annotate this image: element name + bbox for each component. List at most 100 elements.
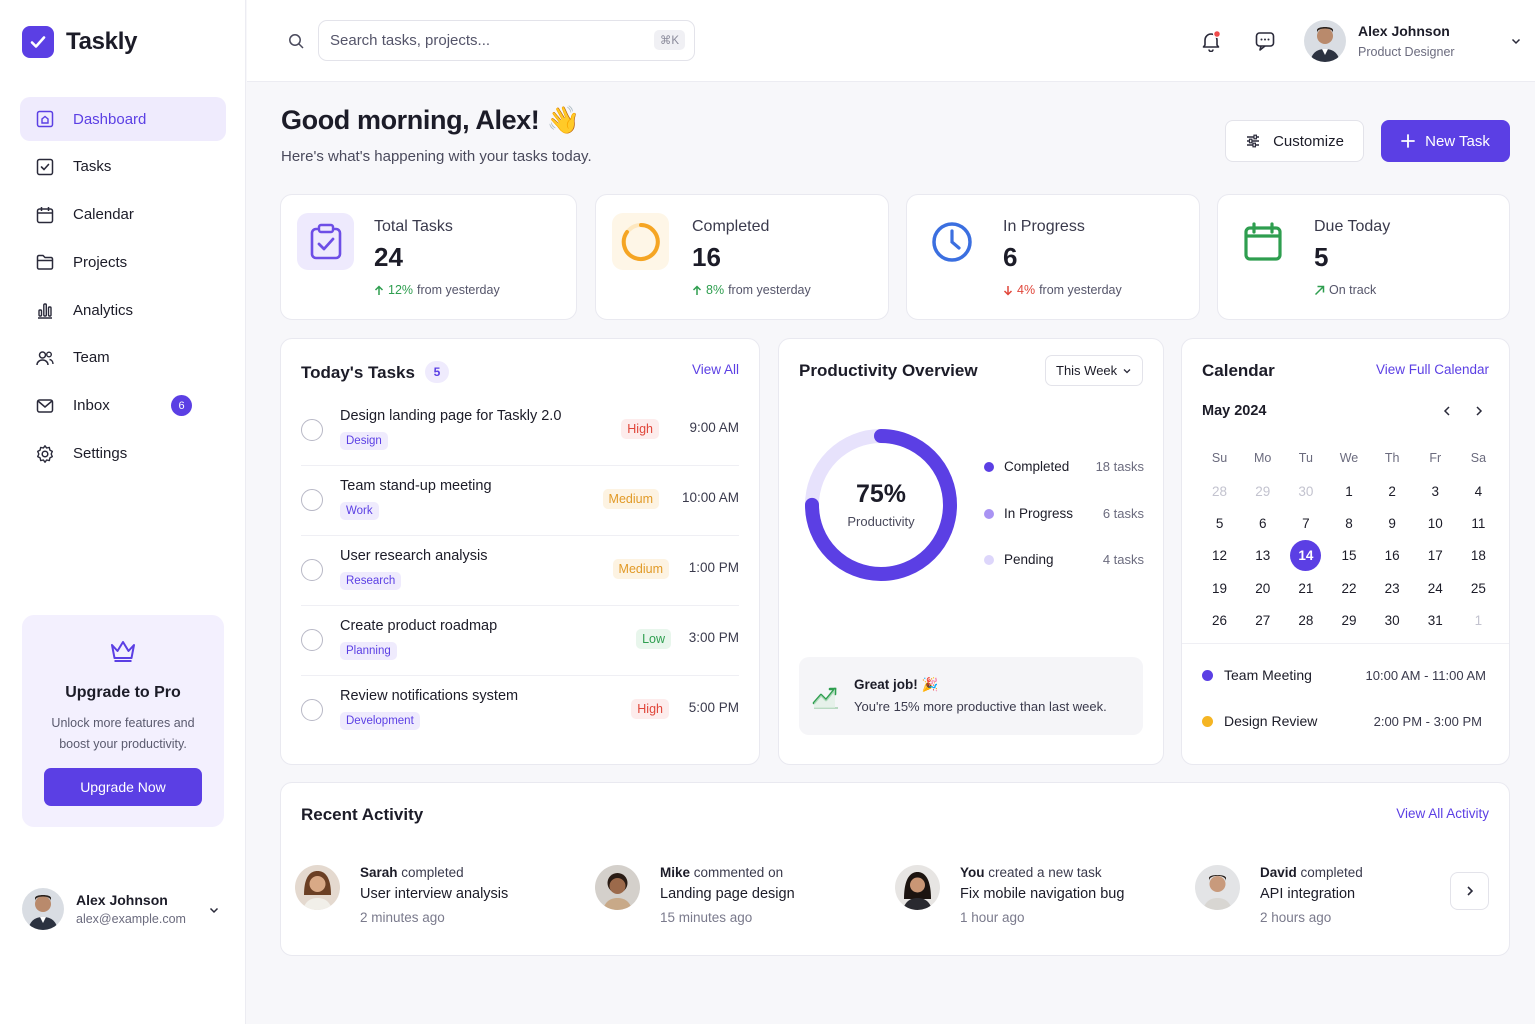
calendar-day[interactable]: 31 [1427,613,1443,629]
stat-value: 5 [1314,242,1329,272]
calendar-day[interactable]: 18 [1470,548,1486,564]
activity-item[interactable]: Sarah completed User interview analysis … [295,865,595,925]
legend-value: 4 tasks [1102,552,1144,567]
calendar-day[interactable]: 23 [1384,580,1400,596]
task-checkbox[interactable] [301,629,323,651]
sidebar-item-projects[interactable]: Projects [20,240,226,284]
task-row[interactable]: Review notifications system Development … [301,676,739,746]
calendar-icon [1234,213,1291,270]
top-user-role: Product Designer [1358,45,1455,59]
activity-next-button[interactable] [1450,872,1489,910]
calendar-day[interactable]: 29 [1255,483,1271,499]
priority-badge: Medium [612,559,669,579]
calendar-day[interactable]: 30 [1298,483,1314,499]
activity-time: 2 hours ago [1260,910,1332,925]
calendar-day[interactable]: 22 [1341,580,1357,596]
arrow-down-icon [1003,285,1013,296]
stat-card-in-progress: In Progress 6 4% from yesterday [906,194,1200,320]
sidebar-item-tasks[interactable]: Tasks [20,145,226,189]
calendar-day[interactable]: 1 [1345,483,1353,499]
sidebar-item-inbox[interactable]: Inbox 6 [20,384,226,428]
calendar-week: 26 27 28 29 30 31 1 [1198,605,1500,637]
weekday: Sa [1470,451,1487,465]
chevron-left-icon[interactable] [1440,404,1454,418]
calendar-day[interactable]: 28 [1212,483,1228,499]
sidebar-item-analytics[interactable]: Analytics [20,288,226,332]
calendar-day[interactable]: 1 [1474,613,1483,629]
notifications-button[interactable] [1200,29,1222,53]
top-user-menu[interactable]: Alex Johnson Product Designer [1304,20,1522,62]
stat-label: In Progress [1003,218,1085,235]
search-input[interactable]: Search tasks, projects... ⌘K [318,20,695,61]
calendar-day[interactable]: 5 [1215,516,1224,532]
chevron-right-icon[interactable] [1472,404,1486,418]
task-checkbox[interactable] [301,489,323,511]
calendar-day[interactable]: 26 [1212,613,1228,629]
view-all-activity-link[interactable]: View All Activity [1396,806,1489,821]
calendar-day[interactable]: 19 [1212,580,1228,596]
calendar-day[interactable]: 9 [1388,516,1396,532]
calendar-event[interactable]: Design Review 2:00 PM - 3:00 PM [1202,713,1486,729]
calendar-day[interactable]: 28 [1298,613,1314,629]
view-all-tasks-link[interactable]: View All [691,362,739,377]
task-checkbox[interactable] [301,559,323,581]
chevron-down-icon[interactable] [208,904,220,916]
task-row[interactable]: Team stand-up meeting Work Medium 10:00 … [301,466,739,536]
calendar-day[interactable]: 30 [1384,613,1400,629]
calendar-day[interactable]: 6 [1258,516,1267,532]
bell-icon [1202,29,1222,53]
calendar-day[interactable]: 15 [1341,548,1357,564]
calendar-day[interactable]: 8 [1345,516,1353,532]
calendar-day[interactable]: 24 [1427,580,1443,596]
activity-item[interactable]: You created a new task Fix mobile naviga… [895,865,1195,925]
activity-item[interactable]: David completed API integration 2 hours … [1195,865,1495,925]
calendar-week: 19 20 21 22 23 24 25 [1198,572,1500,604]
calendar-day-today[interactable]: 14 [1284,540,1327,572]
calendar-day[interactable]: 11 [1471,516,1486,532]
legend-item-completed: Completed 18 tasks [984,459,1144,474]
calendar-day[interactable]: 4 [1474,483,1483,499]
calendar-day[interactable]: 3 [1431,483,1440,499]
logo-check-icon [22,26,54,58]
task-row[interactable]: Create product roadmap Planning Low 3:00… [301,606,739,676]
new-task-label: New Task [1425,132,1490,150]
calendar-day[interactable]: 7 [1302,516,1310,532]
customize-button[interactable]: Customize [1225,120,1364,162]
folder-icon [36,255,54,271]
app-logo[interactable]: Taskly [22,26,137,58]
calendar-day[interactable]: 27 [1255,613,1271,629]
customize-label: Customize [1273,132,1344,150]
task-row[interactable]: User research analysis Research Medium 1… [301,536,739,606]
stat-trend: 12% from yesterday [374,283,500,297]
sidebar-item-settings[interactable]: Settings [20,432,226,476]
task-time: 3:00 PM [688,630,739,645]
calendar-day[interactable]: 21 [1298,580,1314,596]
calendar-day[interactable]: 29 [1341,613,1357,629]
sidebar-item-dashboard[interactable]: Dashboard [20,97,226,141]
period-select[interactable]: This Week [1045,355,1143,386]
calendar-day[interactable]: 20 [1255,580,1271,596]
calendar-day[interactable]: 17 [1427,548,1443,564]
chevron-down-icon[interactable] [1510,35,1522,47]
calendar-day[interactable]: 16 [1384,548,1400,564]
calendar-day[interactable]: 10 [1427,516,1443,532]
upgrade-now-button[interactable]: Upgrade Now [44,768,202,806]
todays-tasks-card: Today's Tasks 5 View All Design landing p… [280,338,760,765]
calendar-day[interactable]: 25 [1470,580,1486,596]
stat-trend: 8% from yesterday [692,283,811,297]
calendar-day[interactable]: 13 [1255,548,1271,564]
sidebar-item-calendar[interactable]: Calendar [20,193,226,237]
task-checkbox[interactable] [301,699,323,721]
activity-item[interactable]: Mike commented on Landing page design 15… [595,865,895,925]
new-task-button[interactable]: New Task [1381,120,1510,162]
calendar-day[interactable]: 2 [1388,483,1396,499]
sidebar-item-team[interactable]: Team [20,336,226,380]
messages-button[interactable] [1254,30,1276,52]
task-checkbox[interactable] [301,419,323,441]
task-row[interactable]: Design landing page for Taskly 2.0 Desig… [301,396,739,466]
sidebar-user[interactable]: Alex Johnson alex@example.com [22,888,226,930]
calendar-week: 28 29 30 1 2 3 4 [1198,475,1500,507]
calendar-event[interactable]: Team Meeting 10:00 AM - 11:00 AM [1202,667,1486,683]
calendar-day[interactable]: 12 [1212,548,1228,564]
view-full-calendar-link[interactable]: View Full Calendar [1375,362,1489,377]
